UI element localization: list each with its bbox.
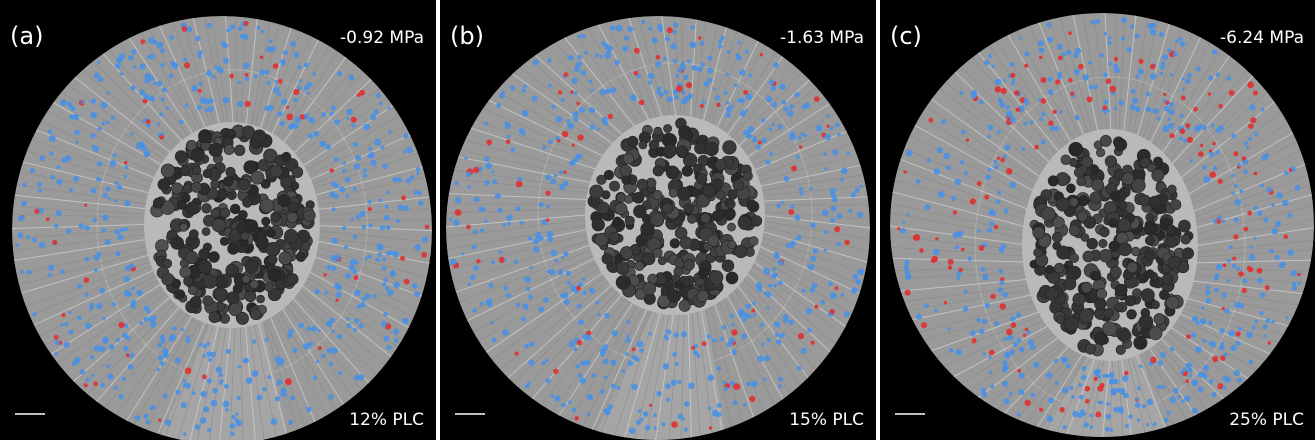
plc-label: 15% PLC <box>789 410 864 430</box>
stem-cross-section-image <box>446 16 870 440</box>
plc-label: 25% PLC <box>1229 410 1304 430</box>
panel-letter: (b) <box>450 22 484 50</box>
pressure-label: -6.24 MPa <box>1220 28 1304 48</box>
scale-bar <box>15 413 45 415</box>
panel-c: (c) -6.24 MPa 25% PLC <box>880 0 1315 440</box>
scale-bar <box>895 413 925 415</box>
pressure-label: -0.92 MPa <box>340 28 424 48</box>
stem-cross-section-image <box>890 13 1314 437</box>
panel-b: (b) -1.63 MPa 15% PLC <box>440 0 876 440</box>
panel-letter: (a) <box>10 22 44 50</box>
panel-letter: (c) <box>890 22 922 50</box>
scale-bar <box>455 413 485 415</box>
plc-label: 12% PLC <box>349 410 424 430</box>
panel-a: (a) -0.92 MPa 12% PLC <box>0 0 436 440</box>
pressure-label: -1.63 MPa <box>780 28 864 48</box>
stem-cross-section-image <box>12 16 432 440</box>
